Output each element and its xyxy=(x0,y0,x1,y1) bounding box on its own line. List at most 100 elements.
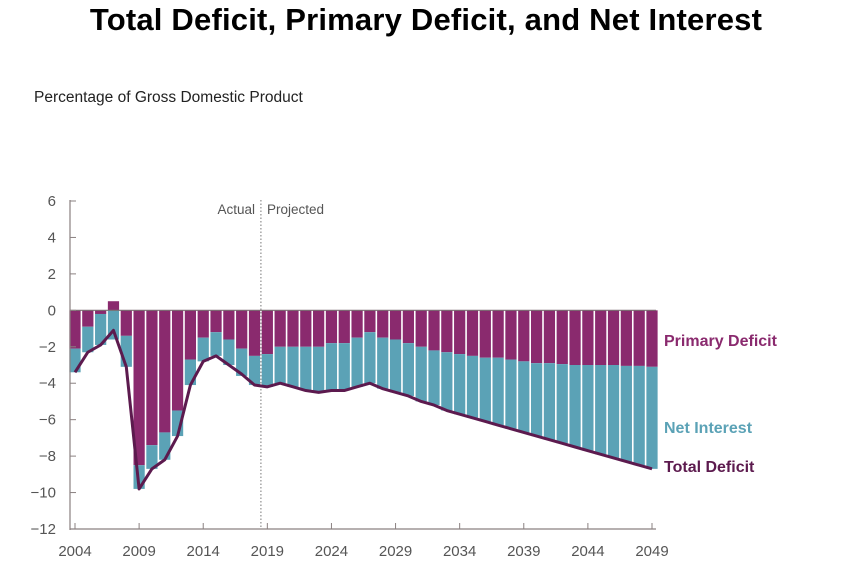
net-interest-bar xyxy=(248,355,261,386)
primary-deficit-bar xyxy=(530,310,543,364)
primary-deficit-bar xyxy=(171,310,184,411)
net-interest-bar xyxy=(466,355,479,418)
primary-deficit-bar xyxy=(69,310,81,349)
net-interest-bar xyxy=(518,361,530,433)
net-interest-bar xyxy=(595,365,607,455)
primary-deficit-bar xyxy=(261,310,273,355)
net-interest-bar xyxy=(223,339,235,365)
net-interest-bar xyxy=(197,337,209,362)
net-interest-bar xyxy=(607,365,620,458)
net-interest-bar xyxy=(351,337,363,387)
net-interest-bar xyxy=(69,348,81,373)
primary-deficit-bar xyxy=(274,310,286,347)
y-tick-label: 4 xyxy=(48,229,56,246)
net-interest-bar xyxy=(569,365,581,447)
x-tick-label: 2039 xyxy=(507,543,540,560)
primary-deficit-bar xyxy=(466,310,479,356)
primary-deficit-bar xyxy=(133,310,145,466)
projected-label: Projected xyxy=(267,202,324,217)
net-interest-bar xyxy=(287,346,299,387)
x-tick-label: 2044 xyxy=(571,543,604,560)
net-interest-bar xyxy=(364,332,376,384)
net-interest-bar xyxy=(505,359,517,429)
net-interest-bar xyxy=(543,363,556,440)
primary-deficit-bar xyxy=(454,310,466,355)
x-tick-label: 2034 xyxy=(443,543,476,560)
primary-deficit-bar xyxy=(107,301,120,311)
primary-deficit-bar xyxy=(325,310,338,344)
primary-deficit-bar xyxy=(415,310,427,347)
primary-deficit-bar xyxy=(146,310,158,446)
primary-deficit-bar xyxy=(441,310,453,353)
primary-deficit-bar xyxy=(159,310,171,433)
primary-deficit-bar xyxy=(300,310,312,347)
y-tick-label: 2 xyxy=(48,266,56,283)
primary-deficit-bar xyxy=(351,310,363,338)
primary-deficit-bar xyxy=(338,310,350,344)
net-interest-bar xyxy=(454,354,466,415)
x-tick-label: 2049 xyxy=(635,543,668,560)
legend-total-deficit: Total Deficit xyxy=(664,459,755,476)
primary-deficit-bar xyxy=(184,310,197,360)
primary-deficit-bar xyxy=(82,310,94,327)
net-interest-bar xyxy=(236,348,248,376)
primary-deficit-bar xyxy=(364,310,376,333)
primary-deficit-bar xyxy=(248,310,261,356)
y-tick-label: −2 xyxy=(39,339,56,356)
net-interest-bar xyxy=(325,343,338,391)
primary-deficit-bar xyxy=(210,310,222,333)
net-interest-bar xyxy=(492,357,504,426)
net-interest-bar xyxy=(338,343,350,391)
x-tick-label: 2004 xyxy=(58,543,91,560)
net-interest-bar xyxy=(479,357,491,422)
primary-deficit-bar xyxy=(479,310,491,358)
net-interest-bar xyxy=(210,332,222,356)
net-interest-bar xyxy=(171,410,184,437)
y-tick-label: −12 xyxy=(31,521,56,538)
net-interest-bar xyxy=(582,365,594,451)
x-tick-label: 2014 xyxy=(187,543,220,560)
primary-deficit-bar xyxy=(402,310,414,344)
primary-deficit-bar xyxy=(428,310,440,351)
total-deficit-line-layer xyxy=(73,328,653,491)
y-tick-label: −8 xyxy=(39,448,56,465)
net-interest-bar xyxy=(556,364,568,444)
x-tick-label: 2009 xyxy=(122,543,155,560)
primary-deficit-bar xyxy=(197,310,209,338)
primary-deficit-bar xyxy=(556,310,568,365)
y-tick-label: −10 xyxy=(31,485,56,502)
net-interest-bar xyxy=(428,350,440,406)
x-tick-label: 2019 xyxy=(251,543,284,560)
net-interest-bar xyxy=(441,352,453,411)
net-interest-bar xyxy=(159,432,171,460)
y-tick-label: −4 xyxy=(39,375,56,392)
actual-label: Actual xyxy=(217,202,255,217)
net-interest-bar xyxy=(146,445,158,469)
net-interest-bar xyxy=(300,346,312,391)
primary-deficit-bar xyxy=(633,310,645,366)
net-interest-bar xyxy=(261,354,273,387)
total-deficit-line xyxy=(73,328,653,491)
net-interest-bar xyxy=(107,310,120,340)
net-interest-bar xyxy=(184,359,197,386)
chart-title: Total Deficit, Primary Deficit, and Net … xyxy=(89,2,763,37)
primary-deficit-bar xyxy=(582,310,594,365)
net-interest-bar xyxy=(82,326,94,353)
primary-deficit-bar xyxy=(377,310,389,338)
net-interest-bar xyxy=(402,343,414,396)
net-interest-bar xyxy=(313,346,325,393)
x-tick-label: 2024 xyxy=(315,543,348,560)
net-interest-bar xyxy=(120,335,132,367)
labels-layer: Actual Projected Primary Deficit Net Int… xyxy=(217,202,777,476)
y-axis-unit-label: Percentage of Gross Domestic Product xyxy=(34,89,303,106)
net-interest-bar xyxy=(530,363,543,437)
primary-deficit-bar xyxy=(607,310,620,365)
x-tick-label: 2029 xyxy=(379,543,412,560)
y-tick-label: 6 xyxy=(48,193,56,210)
primary-deficit-bar xyxy=(492,310,504,358)
primary-deficit-bar xyxy=(287,310,299,347)
primary-deficit-bar xyxy=(569,310,581,365)
net-interest-bar xyxy=(415,346,427,402)
primary-deficit-bar xyxy=(313,310,325,347)
